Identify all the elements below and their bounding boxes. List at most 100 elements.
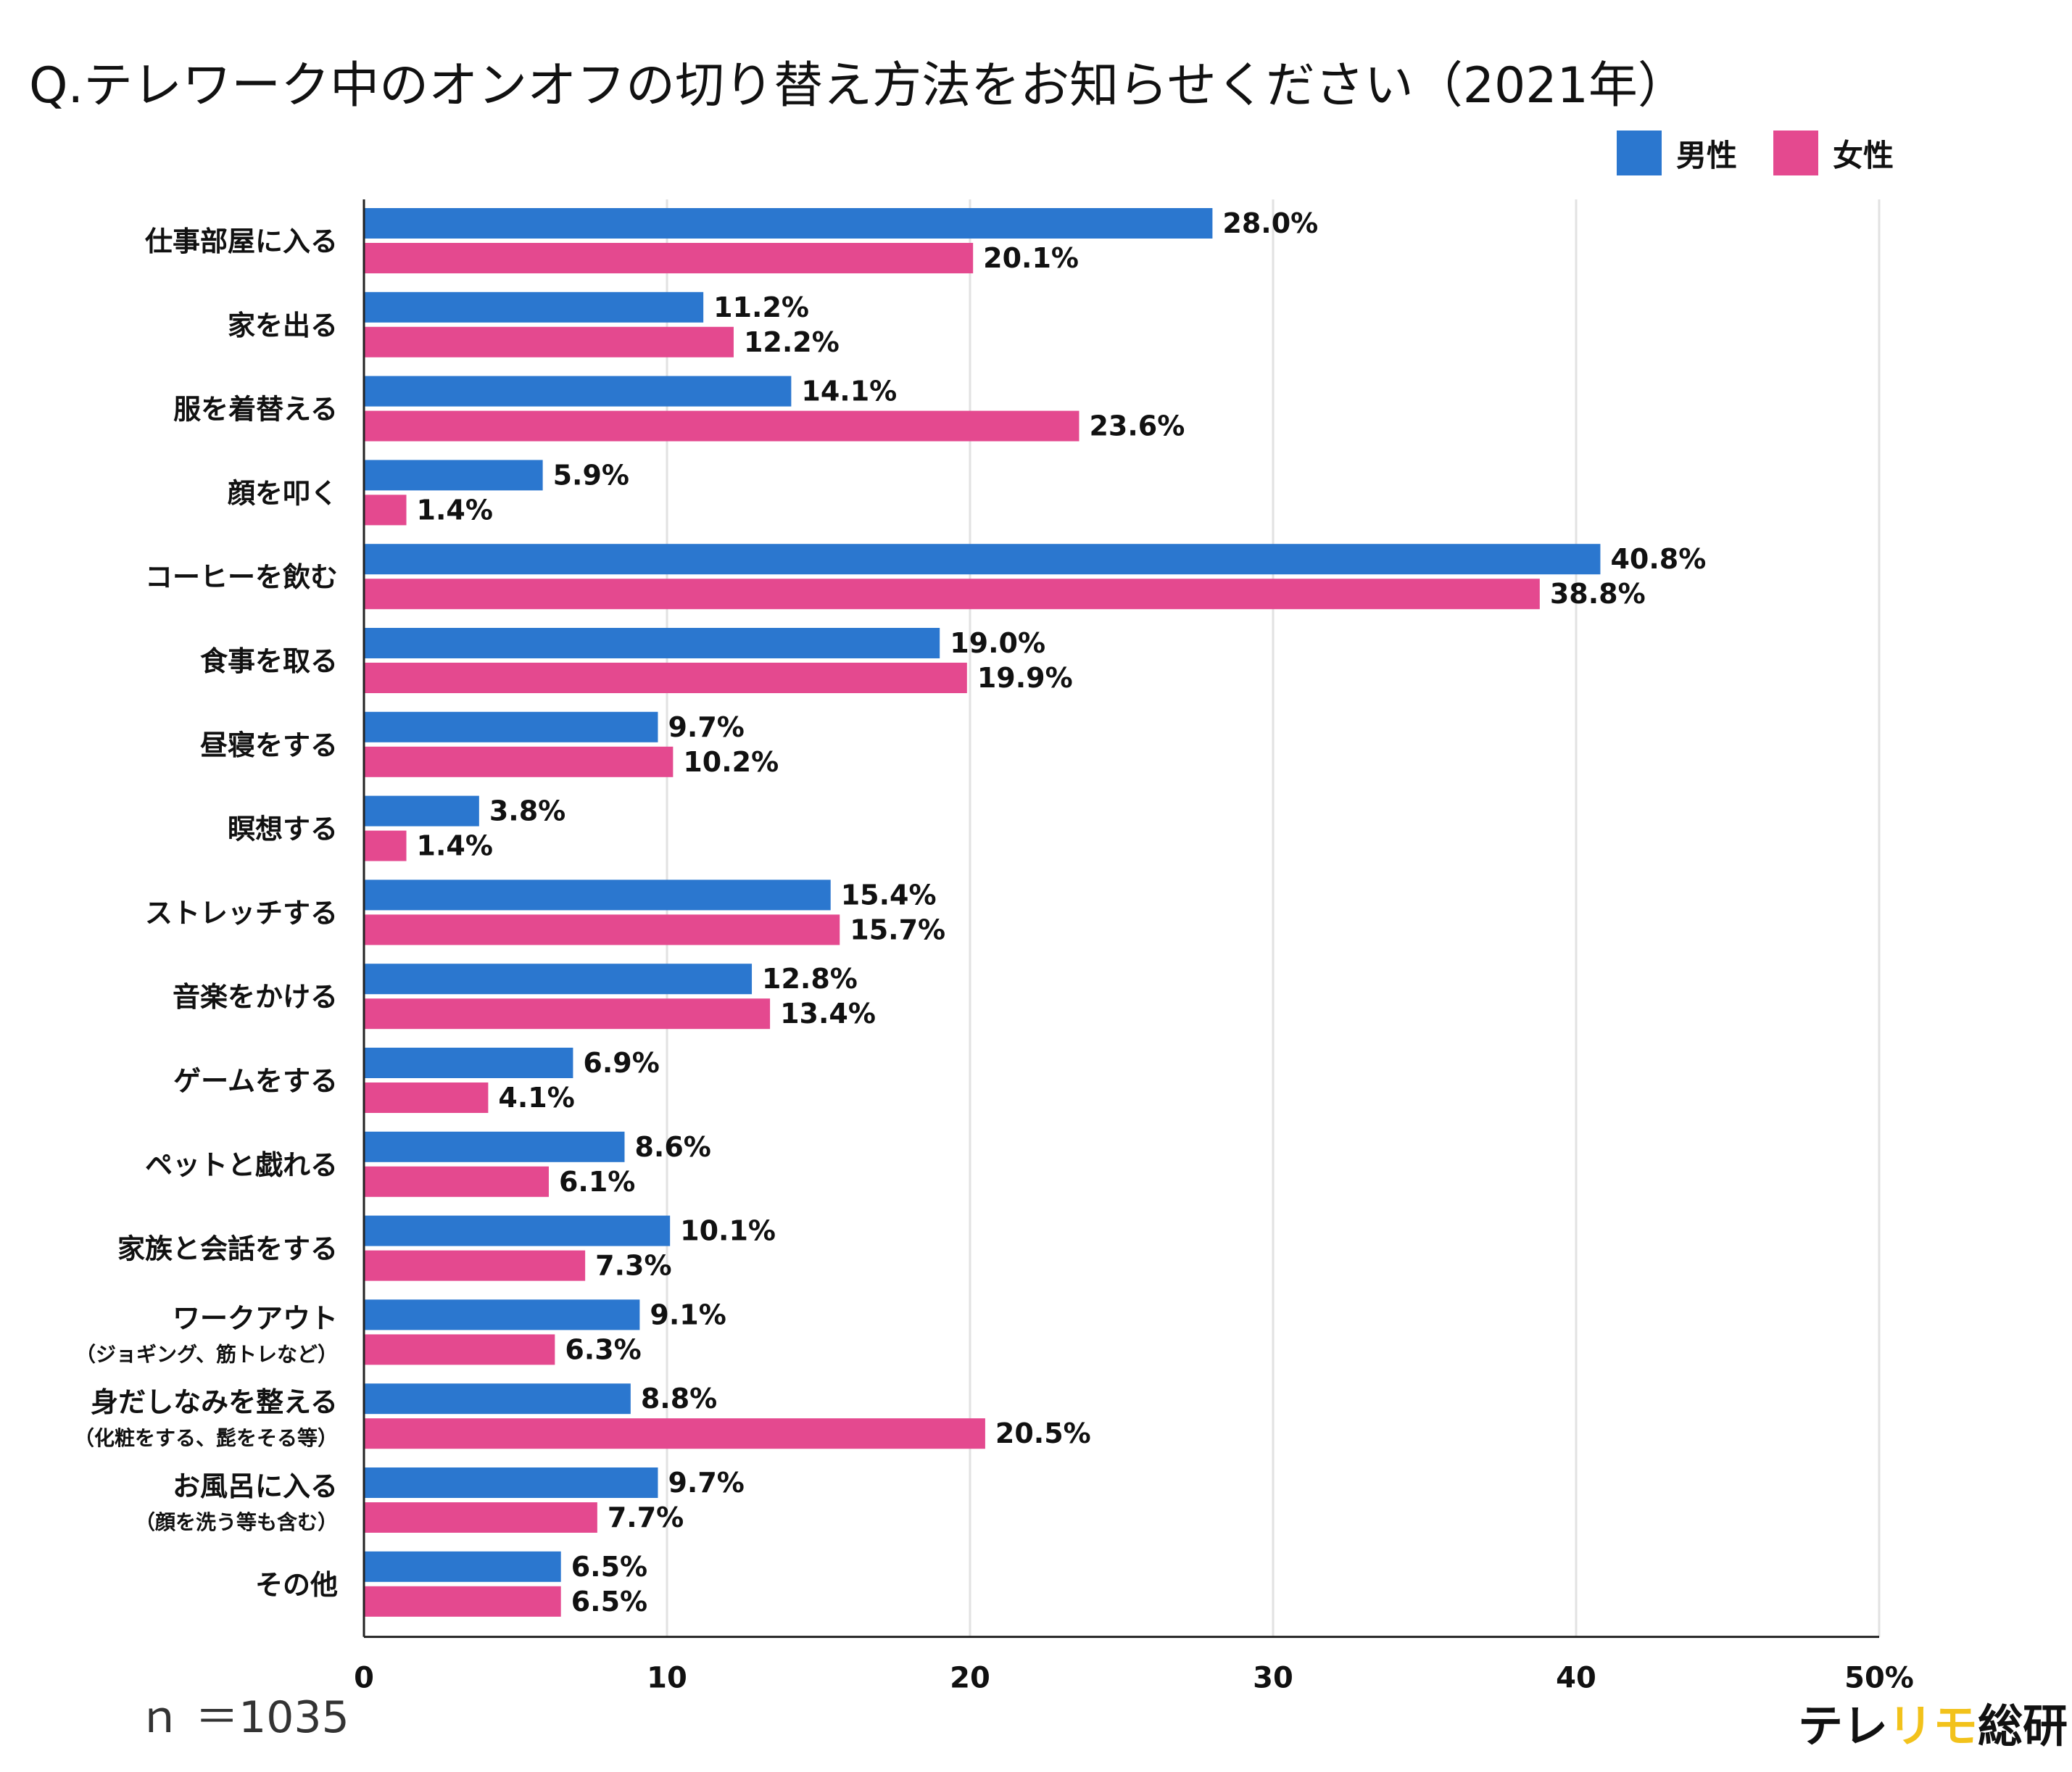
data-label-female: 6.1% (559, 1166, 635, 1198)
bar-male (365, 1299, 640, 1330)
bar-male (365, 1383, 631, 1415)
legend-label-female: 女性 (1833, 137, 1894, 173)
brand-logo: テレリモ総研 (1798, 1689, 2068, 1755)
bar-male (365, 711, 658, 742)
brand-part1: テレ (1797, 1699, 1888, 1752)
data-label-female: 6.3% (565, 1333, 641, 1365)
data-label-female: 23.6% (1089, 410, 1185, 442)
data-label-female: 13.4% (780, 998, 876, 1030)
data-label-male: 19.0% (950, 627, 1045, 659)
category-sublabel: （化粧をする、髭をそる等） (74, 1426, 338, 1450)
bar-female (365, 998, 771, 1030)
category-label: ワークアウト (173, 1302, 338, 1334)
bar-male (365, 544, 1601, 575)
data-label-female: 1.4% (417, 830, 493, 862)
data-label-male: 9.1% (650, 1299, 726, 1330)
data-label-female: 20.1% (983, 242, 1079, 274)
category-label: コーヒーを飲む (145, 561, 338, 593)
data-label-female: 1.4% (417, 494, 493, 526)
category-label: その他 (255, 1569, 338, 1601)
category-label: ペットと戯れる (145, 1149, 338, 1181)
category-label: 瞑想する (228, 813, 338, 845)
bar-female (365, 663, 967, 693)
bar-male (365, 1048, 573, 1078)
data-label-male: 40.8% (1610, 543, 1706, 575)
chart-title: Q.テレワーク中のオンオフの切り替え方法をお知らせください（2021年） (29, 57, 1687, 115)
data-label-female: 10.2% (683, 746, 779, 778)
x-tick-label: 0 (354, 1662, 374, 1695)
bar-male (365, 1215, 671, 1246)
bar-male (365, 1131, 625, 1162)
brand-part2: リモ (1887, 1699, 1978, 1752)
data-label-female: 12.2% (744, 326, 840, 358)
category-label: 食事を取る (200, 645, 338, 677)
bar-female (365, 579, 1540, 610)
category-sublabel: （顔を洗う等も含む） (135, 1510, 338, 1534)
data-label-male: 14.1% (801, 376, 897, 407)
bar-female (365, 1334, 555, 1365)
data-label-male: 9.7% (668, 1467, 744, 1499)
bar-male (365, 291, 704, 323)
data-label-female: 19.9% (977, 662, 1073, 694)
data-label-male: 28.0% (1222, 207, 1318, 239)
category-label: 顔を叩く (228, 477, 338, 509)
category-label: ゲームをする (173, 1065, 338, 1097)
bar-male (365, 1467, 658, 1498)
data-label-male: 9.7% (668, 711, 744, 743)
bar-female (365, 1418, 985, 1449)
legend-swatch-female (1773, 131, 1819, 175)
brand-part3: 総研 (1977, 1699, 2068, 1752)
data-label-female: 7.7% (608, 1502, 684, 1533)
x-tick-label: 50% (1844, 1662, 1914, 1695)
bar-female (365, 830, 407, 861)
x-tick-label: 10 (647, 1662, 687, 1695)
data-label-male: 5.9% (553, 459, 629, 491)
legend-label-male: 男性 (1676, 137, 1738, 173)
data-label-female: 38.8% (1550, 578, 1646, 610)
bar-male (365, 376, 792, 407)
data-label-female: 4.1% (498, 1082, 574, 1114)
bar-female (365, 1502, 597, 1533)
bar-male (365, 460, 543, 491)
data-label-female: 20.5% (995, 1417, 1091, 1449)
bar-female (365, 326, 734, 357)
category-label: 音楽をかける (173, 981, 338, 1013)
data-label-male: 15.4% (841, 879, 937, 911)
bar-female (365, 1250, 586, 1281)
data-label-male: 12.8% (762, 963, 858, 995)
bar-female (365, 1082, 489, 1113)
bar-male (365, 964, 753, 995)
category-label: お風呂に入る (173, 1470, 338, 1502)
x-tick-label: 40 (1556, 1662, 1596, 1695)
bar-female (365, 1586, 561, 1617)
data-label-female: 7.3% (595, 1250, 671, 1282)
legend-swatch-male (1617, 131, 1662, 175)
data-label-female: 6.5% (571, 1586, 647, 1618)
bar-male (365, 795, 479, 827)
data-label-male: 6.9% (583, 1047, 659, 1079)
category-label: 家を出る (228, 310, 338, 341)
category-label: 家族と会話をする (117, 1233, 338, 1265)
bar-male (365, 208, 1213, 239)
x-tick-label: 30 (1253, 1662, 1293, 1695)
data-label-male: 10.1% (680, 1215, 776, 1247)
bar-male (365, 1551, 561, 1582)
x-tick-label: 20 (950, 1662, 990, 1695)
data-label-male: 8.8% (641, 1383, 717, 1415)
bar-female (365, 746, 674, 777)
bar-female (365, 410, 1079, 442)
category-label: ストレッチする (145, 897, 338, 929)
sample-size-note: ｎ ＝1035 (138, 1692, 349, 1743)
legend: 男性 女性 (1617, 131, 1915, 175)
category-sublabel: （ジョギング、筋トレなど） (75, 1342, 338, 1366)
bar-male (365, 879, 831, 911)
data-label-female: 15.7% (850, 914, 945, 945)
data-label-male: 8.6% (634, 1131, 710, 1163)
category-label: 昼寝をする (200, 729, 338, 761)
category-label: 身だしなみを整える (91, 1386, 338, 1418)
data-label-male: 3.8% (489, 795, 565, 827)
bar-female (365, 1166, 549, 1197)
bar-female (365, 243, 974, 273)
bar-female (365, 914, 840, 945)
